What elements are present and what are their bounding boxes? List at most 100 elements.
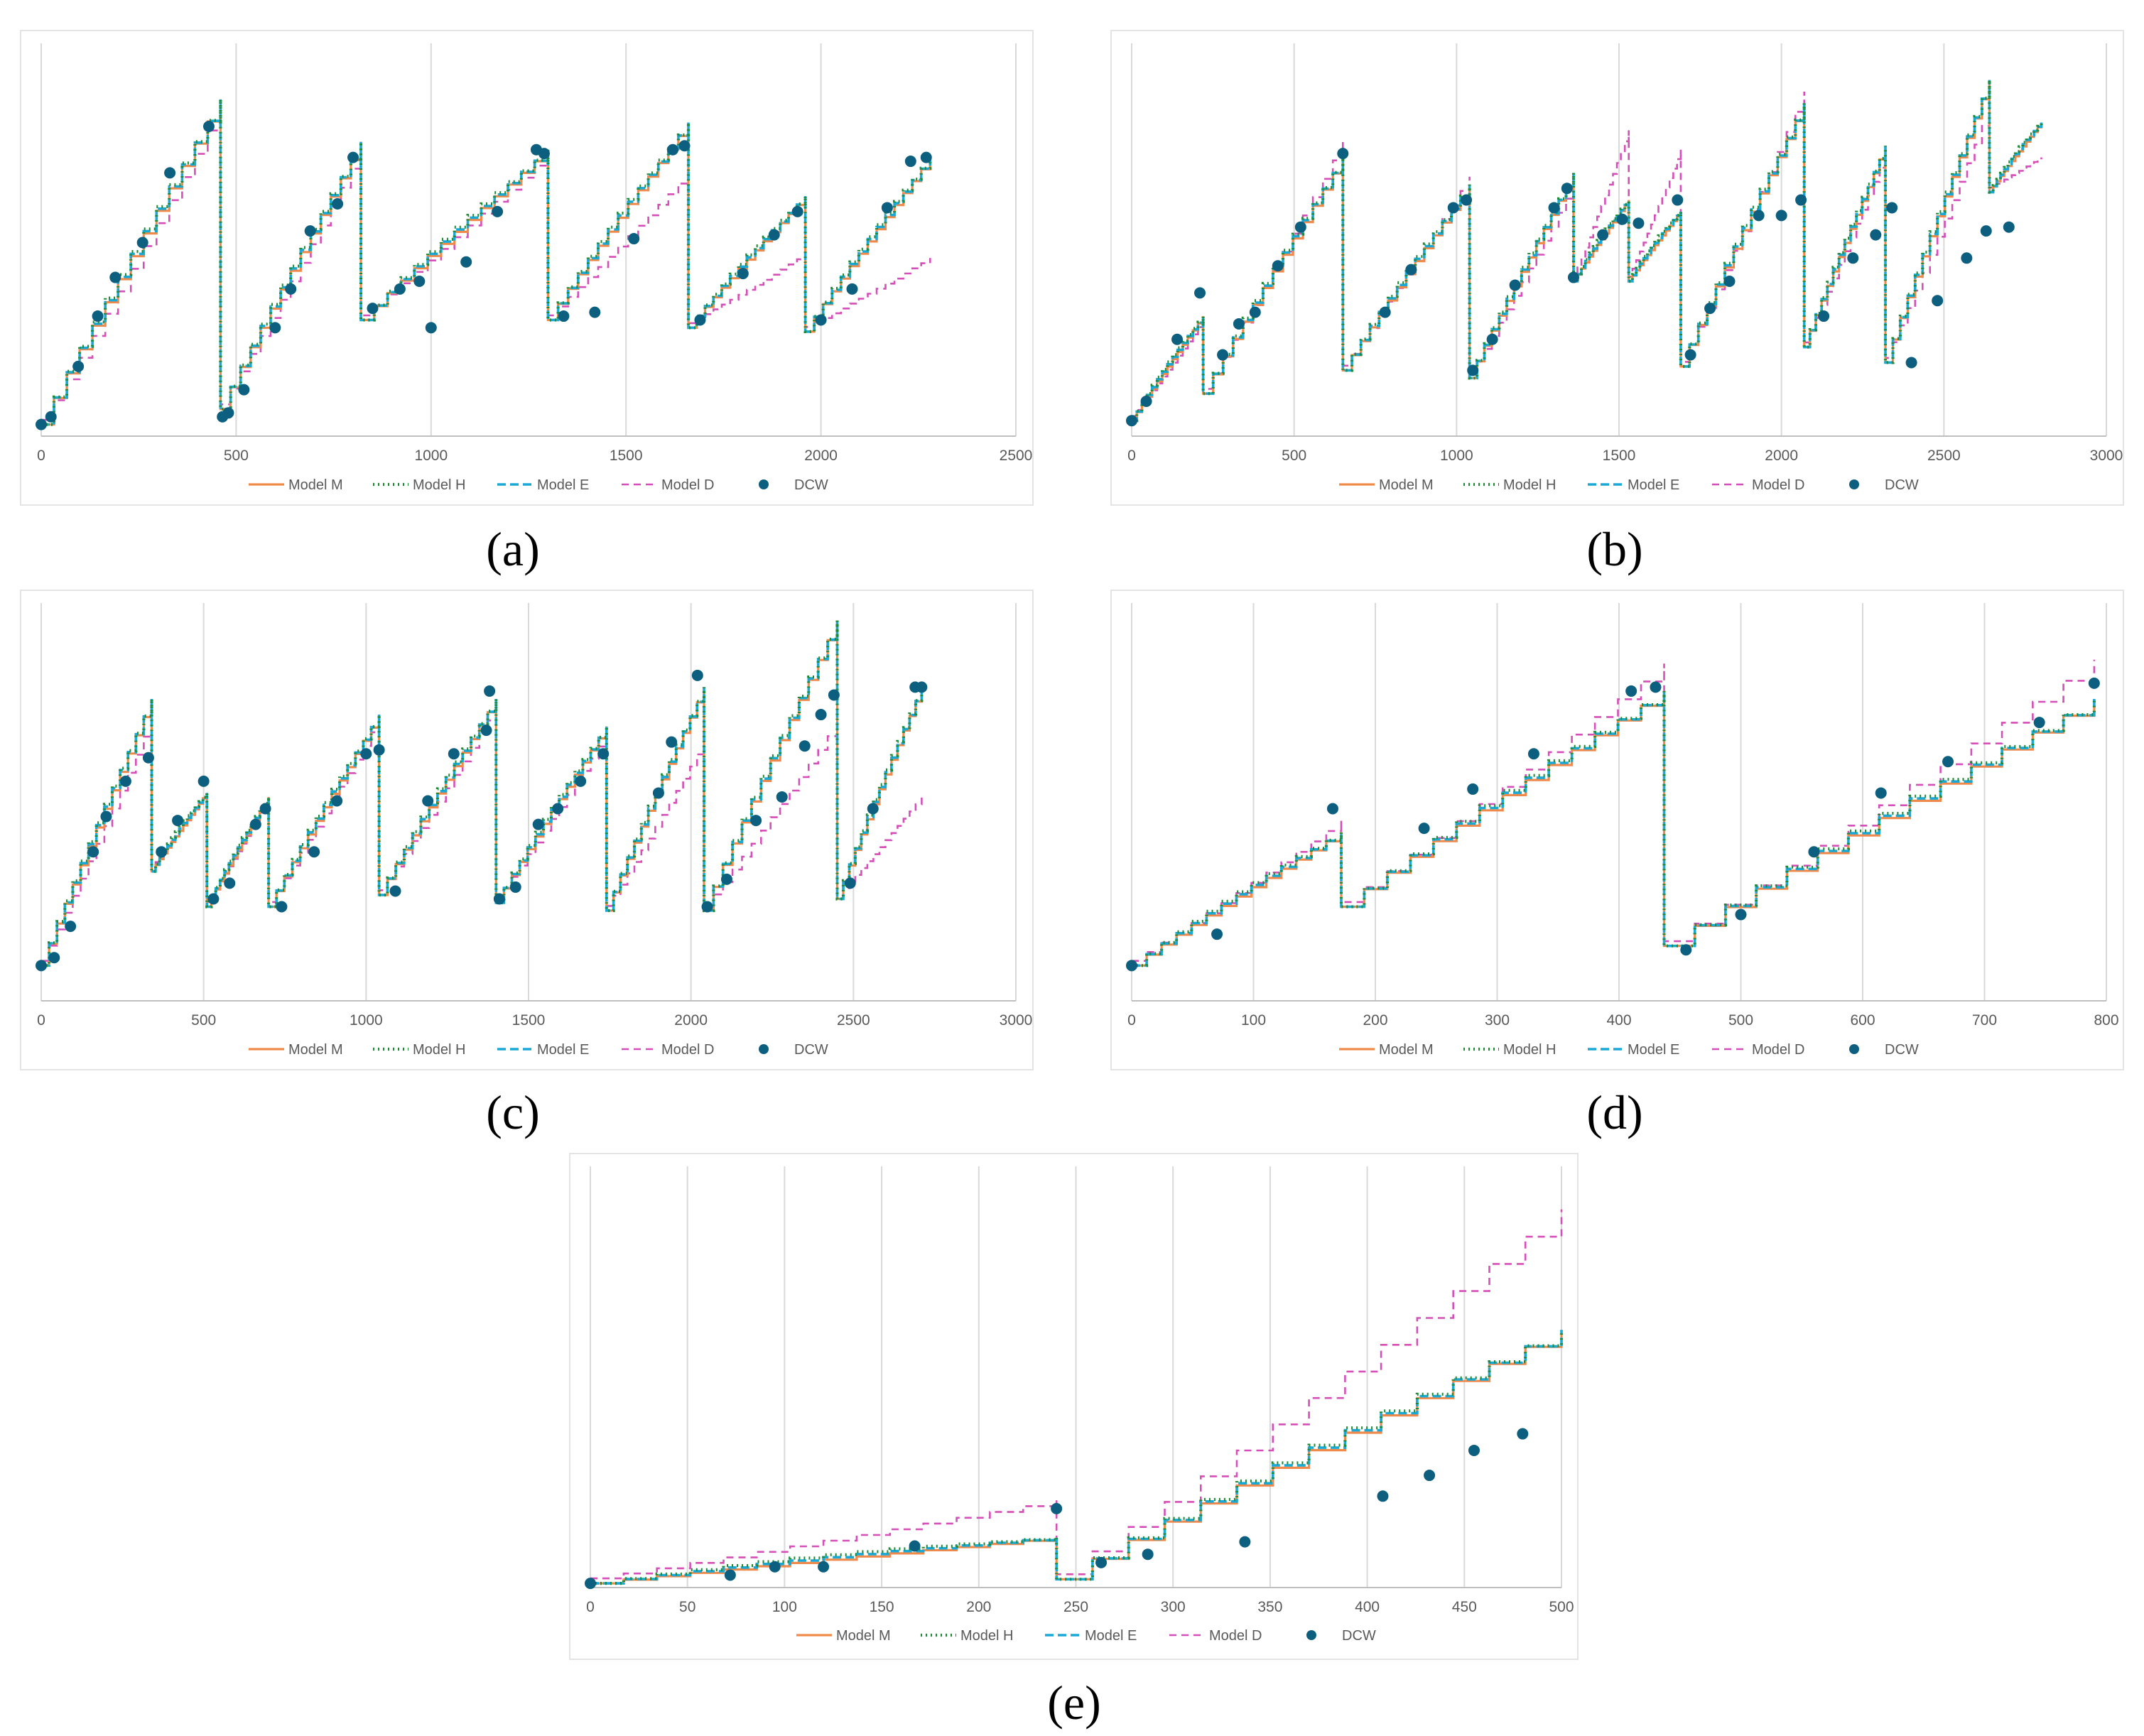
dcw-point xyxy=(1633,217,1645,229)
dcw-point xyxy=(1509,279,1521,291)
dcw-point xyxy=(1294,221,1306,233)
x-tick-label: 0 xyxy=(1127,1012,1136,1029)
x-tick-label: 500 xyxy=(224,447,249,464)
dcw-point xyxy=(769,1561,781,1573)
chart-panel-e: 0 50 100 150 200 250 300 350 400 450 500 Model M Mod… xyxy=(569,1153,1579,1660)
dcw-point xyxy=(109,271,121,283)
dcw-point xyxy=(585,1578,596,1590)
dcw-point xyxy=(1680,944,1692,956)
dcw-point xyxy=(1875,787,1887,799)
x-tick-label: 250 xyxy=(1063,1599,1088,1615)
dcw-point xyxy=(667,143,679,156)
dcw-point xyxy=(259,803,271,815)
dcw-point xyxy=(72,360,85,372)
series-model-h xyxy=(1132,690,2096,967)
caption-c: (c) xyxy=(486,1085,540,1139)
series-model-e xyxy=(41,99,932,426)
dcw-point xyxy=(724,1569,736,1581)
dcw-point xyxy=(881,202,893,214)
dcw-point xyxy=(694,314,706,326)
dcw-point xyxy=(172,815,184,827)
caption-d: (d) xyxy=(1586,1085,1643,1139)
dcw-point xyxy=(844,877,856,889)
legend: Model M Model H Model E Model D DCW xyxy=(1339,477,1919,493)
dcw-point xyxy=(575,775,587,787)
dcw-point xyxy=(1527,748,1539,760)
series-model-e xyxy=(41,620,924,967)
dcw-point xyxy=(269,322,281,334)
dcw-point xyxy=(389,885,401,897)
dcw-point xyxy=(448,748,460,760)
dcw-point xyxy=(1886,202,1898,214)
x-tick-label: 2500 xyxy=(1927,447,1961,464)
dcw-point xyxy=(1249,306,1261,318)
x-tick-label: 300 xyxy=(1485,1012,1510,1029)
legend-label: Model M xyxy=(836,1628,891,1644)
dcw-point xyxy=(331,795,343,807)
dcw-point xyxy=(238,384,250,396)
series-model-e xyxy=(1132,80,2043,422)
series-model-d xyxy=(41,107,931,421)
dcw-point xyxy=(2003,221,2015,233)
x-tick-label: 1000 xyxy=(350,1012,383,1029)
dcw-point xyxy=(1517,1428,1529,1440)
x-tick-label: 500 xyxy=(1549,1599,1574,1615)
dcw-point xyxy=(1467,364,1479,376)
dcw-point xyxy=(1217,349,1229,361)
dcw-point xyxy=(164,167,176,179)
dcw-point xyxy=(1379,306,1391,318)
dcw-point xyxy=(1818,310,1830,322)
legend-label: Model M xyxy=(288,1042,343,1058)
dcw-point xyxy=(1753,210,1765,222)
chart-panel-c: 0 500 1000 1500 2000 2500 3000 Model M Model H Mo… xyxy=(20,590,1034,1070)
dcw-point xyxy=(818,1561,830,1573)
dcw-point xyxy=(1468,1444,1480,1456)
dcw-point xyxy=(791,205,803,217)
series-model-h xyxy=(590,1330,1564,1585)
x-tick-label: 50 xyxy=(679,1599,695,1615)
dcw-point xyxy=(1808,846,1820,858)
dcw-point xyxy=(1650,681,1662,693)
x-tick-label: 3000 xyxy=(1000,1012,1033,1029)
dcw-point xyxy=(1140,395,1152,407)
legend: Model M Model H Model E Model D DCW xyxy=(249,477,828,493)
legend-label: Model E xyxy=(537,1042,589,1058)
dcw-point xyxy=(45,411,57,423)
dcw-point xyxy=(1980,225,1992,237)
legend-label: Model H xyxy=(1503,477,1556,493)
dcw-point xyxy=(1126,960,1137,972)
dcw-point xyxy=(480,725,492,737)
dcw-point xyxy=(347,151,359,163)
dcw-point xyxy=(422,795,434,807)
x-tick-label: 100 xyxy=(772,1599,797,1615)
dcw-point xyxy=(1194,287,1206,299)
dcw-point xyxy=(1905,357,1917,369)
x-tick-label: 400 xyxy=(1606,1012,1631,1029)
dcw-point xyxy=(1377,1490,1389,1502)
dcw-point xyxy=(92,310,104,322)
dcw-point xyxy=(776,791,788,803)
dcw-point xyxy=(367,303,379,315)
dcw-point xyxy=(36,960,47,972)
x-tick-label: 2500 xyxy=(837,1012,870,1029)
legend-swatch-dcw xyxy=(1849,1044,1859,1054)
legend: Model M Model H Model E Model D DCW xyxy=(1339,1042,1919,1058)
legend-label: Model M xyxy=(1379,1042,1434,1058)
dcw-point xyxy=(2088,677,2100,689)
dcw-point xyxy=(552,803,564,815)
x-tick-label: 0 xyxy=(37,447,45,464)
series-model-d xyxy=(41,707,923,962)
dcw-point xyxy=(1870,229,1882,241)
dcw-point xyxy=(532,818,544,830)
dcw-point xyxy=(750,815,762,827)
x-tick-label: 700 xyxy=(1972,1012,1997,1029)
dcw-point xyxy=(597,748,610,760)
x-tick-label: 100 xyxy=(1241,1012,1266,1029)
dcw-point xyxy=(1405,264,1417,276)
legend-label: DCW xyxy=(794,477,828,493)
x-tick-label: 2500 xyxy=(1000,447,1033,464)
dcw-point xyxy=(1942,756,1954,768)
x-tick-label: 300 xyxy=(1161,1599,1186,1615)
